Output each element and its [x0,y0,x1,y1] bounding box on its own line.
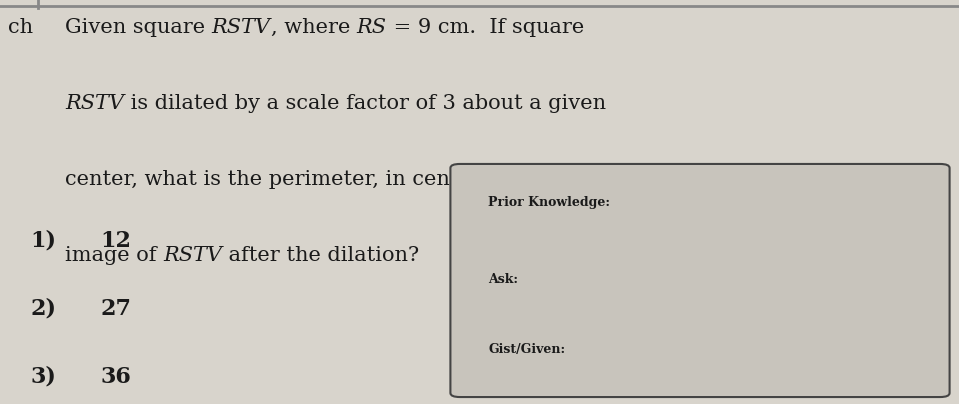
Text: 1): 1) [30,230,56,252]
Text: center, what is the perimeter, in centimeters, of the: center, what is the perimeter, in centim… [65,170,614,189]
Text: 12: 12 [100,230,131,252]
Text: RSTV: RSTV [163,246,222,265]
Text: RS: RS [357,18,386,37]
Text: , where: , where [270,18,357,37]
Text: 27: 27 [100,298,131,320]
Text: 3): 3) [30,366,56,388]
Text: RSTV: RSTV [65,94,124,113]
Text: 2): 2) [30,298,56,320]
Text: Gist/Given:: Gist/Given: [488,343,565,356]
Text: Ask:: Ask: [488,273,518,286]
Text: is dilated by a scale factor of 3 about a given: is dilated by a scale factor of 3 about … [124,94,606,113]
Text: after the dilation?: after the dilation? [222,246,419,265]
Text: Given square: Given square [65,18,212,37]
Text: = 9 cm.  If square: = 9 cm. If square [386,18,584,37]
Text: ch: ch [8,18,34,37]
Text: Prior Knowledge:: Prior Knowledge: [488,196,610,209]
Text: image of: image of [65,246,163,265]
Text: 36: 36 [100,366,130,388]
Text: RSTV: RSTV [212,18,270,37]
